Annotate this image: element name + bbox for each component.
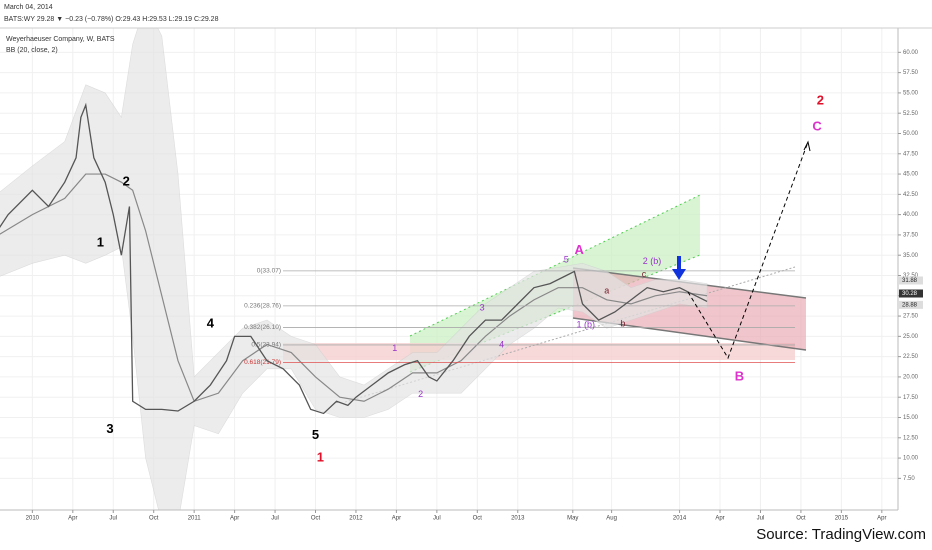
price-tag-label: 30.28: [902, 291, 918, 297]
x-tick-label: Oct: [311, 516, 321, 522]
bb-band: [0, 28, 708, 510]
wave-label: a: [604, 285, 609, 295]
channel-line: [409, 194, 701, 337]
y-tick-label: 42.50: [903, 192, 919, 198]
source: Source: TradingView.com: [756, 526, 926, 543]
price-tag: [899, 289, 923, 298]
y-tick-label: 32.50: [903, 273, 919, 279]
wave-label: 4: [207, 316, 215, 331]
wave-label: 5: [564, 254, 569, 264]
x-tick-label: Apr: [715, 516, 724, 522]
x-tick-label: Jul: [433, 516, 441, 522]
x-tick-label: Oct: [149, 516, 159, 522]
x-tick-label: May: [567, 516, 578, 522]
wave-label: 2: [817, 92, 824, 107]
price-axis: [898, 28, 932, 510]
y-tick-label: 35.00: [903, 253, 919, 259]
fib-label: 0.382(26.10): [244, 324, 281, 331]
wave-label: 2: [418, 389, 423, 399]
y-tick-label: 12.50: [903, 435, 919, 441]
y-tick-label: 55.00: [903, 90, 919, 96]
wave-label: C: [812, 118, 822, 133]
fib-label: 0.618(21.79): [244, 359, 281, 366]
chart-title: Weyerhaeuser Company, W, BATS: [6, 36, 115, 43]
x-tick-label: Apr: [68, 516, 77, 522]
y-tick-label: 57.50: [903, 70, 919, 76]
x-tick-label: 2014: [673, 516, 687, 522]
y-tick-label: 37.50: [903, 232, 919, 238]
y-tick-label: 20.00: [903, 375, 919, 381]
fib-label: 0.236(28.76): [244, 303, 281, 310]
x-tick-label: Jul: [109, 516, 117, 522]
wave-label: B: [735, 368, 744, 383]
price-line: [0, 102, 708, 415]
date: March 04, 2014: [4, 4, 53, 11]
quote: BATS:WY 29.28 ▼ −0.23 (−0.78%) O:29.43 H…: [4, 16, 219, 23]
x-tick-label: 2015: [835, 516, 849, 522]
y-tick-label: 7.50: [903, 476, 915, 482]
y-tick-label: 15.00: [903, 415, 919, 421]
blue-arrow-head: [672, 269, 686, 280]
arrow-head: [803, 140, 811, 152]
x-tick-label: Apr: [230, 516, 239, 522]
projection: [687, 141, 809, 360]
y-tick-label: 40.00: [903, 212, 919, 218]
wave-label: 1: [97, 234, 104, 249]
y-tick-label: 25.00: [903, 334, 919, 340]
y-tick-label: 50.00: [903, 131, 919, 137]
y-tick-label: 60.00: [903, 50, 919, 56]
x-tick-label: Apr: [877, 516, 886, 522]
wave-label: c: [642, 269, 647, 279]
x-tick-label: 2011: [188, 516, 202, 522]
wave-label: 1: [317, 450, 324, 465]
y-tick-label: 10.00: [903, 456, 919, 462]
wave-label: 2 (b): [643, 256, 662, 266]
price-tag-label: 31.88: [902, 278, 918, 284]
wave-label: 1 (b): [576, 319, 595, 329]
y-tick-label: 27.50: [903, 314, 919, 320]
wave-label: 1: [392, 343, 397, 353]
x-tick-label: Oct: [796, 516, 806, 522]
wave-label: A: [575, 242, 585, 257]
fib-label: 0.5(23.94): [251, 342, 281, 349]
channel-line: [409, 254, 701, 373]
x-tick-label: Oct: [473, 516, 483, 522]
price-tag: [899, 300, 923, 309]
wave-label: 3: [106, 421, 113, 436]
price-tag-label: 28.88: [902, 302, 918, 308]
x-tick-label: 2013: [511, 516, 525, 522]
y-tick-label: 17.50: [903, 395, 919, 401]
fib-label: 0(33.07): [257, 268, 281, 275]
y-tick-label: 52.50: [903, 111, 919, 117]
price-tag: [899, 276, 923, 285]
x-tick-label: Jul: [757, 516, 765, 522]
wave-label: b: [620, 319, 625, 329]
x-tick-label: 2012: [349, 516, 363, 522]
y-tick-label: 22.50: [903, 354, 919, 360]
y-tick-label: 47.50: [903, 151, 919, 157]
wave-label: 3: [480, 302, 485, 312]
y-tick-label: 45.00: [903, 172, 919, 178]
wave-label: 2: [123, 174, 130, 189]
x-tick-label: Aug: [606, 516, 617, 522]
x-tick-label: Apr: [392, 516, 401, 522]
series: 0(33.07) 0.236(28.76) 0.382(26.10) 0.5(23.9…: [0, 28, 824, 510]
x-tick-label: Jul: [271, 516, 279, 522]
x-tick-label: 2010: [26, 516, 40, 522]
fib-zone: [283, 343, 795, 360]
wave-label: 4: [499, 340, 504, 350]
indicator: BB (20, close, 2): [6, 47, 58, 54]
wave-label: 5: [312, 427, 319, 442]
